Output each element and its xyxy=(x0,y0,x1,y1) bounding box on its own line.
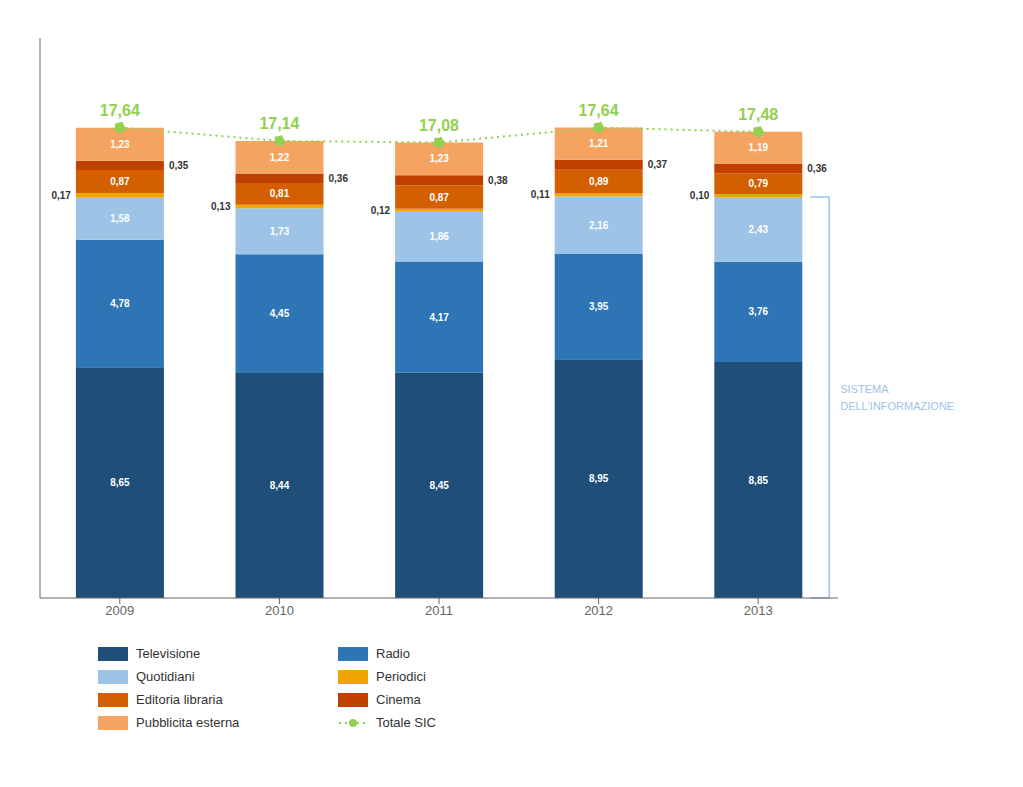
svg-text:8,45: 8,45 xyxy=(429,480,449,491)
svg-text:1,23: 1,23 xyxy=(429,153,449,164)
html-text:Cinema: Cinema xyxy=(376,692,421,707)
svg-text:4,17: 4,17 xyxy=(429,312,449,323)
svg-text:1,21: 1,21 xyxy=(589,138,609,149)
svg-text:1,19: 1,19 xyxy=(749,142,769,153)
svg-text:0,36: 0,36 xyxy=(807,163,827,174)
svg-text:0,17: 0,17 xyxy=(51,190,71,201)
html-text:Radio: Radio xyxy=(376,646,410,661)
svg-text:0,36: 0,36 xyxy=(329,173,349,184)
svg-text:1,73: 1,73 xyxy=(270,226,290,237)
svg-text:0,87: 0,87 xyxy=(429,192,449,203)
svg-text:2013: 2013 xyxy=(744,603,773,618)
html-text:Periodici: Periodici xyxy=(376,669,426,684)
svg-text:8,65: 8,65 xyxy=(110,477,130,488)
html-text:Totale SIC: Totale SIC xyxy=(376,715,436,730)
svg-text:3,95: 3,95 xyxy=(589,301,609,312)
svg-text:17,48: 17,48 xyxy=(738,106,778,123)
svg-text:2012: 2012 xyxy=(584,603,613,618)
svg-text:0,89: 0,89 xyxy=(589,176,609,187)
svg-text:8,44: 8,44 xyxy=(270,480,290,491)
svg-text:0,11: 0,11 xyxy=(531,189,550,200)
svg-text:0,37: 0,37 xyxy=(648,159,668,170)
html-text:Televisione: Televisione xyxy=(136,646,201,661)
svg-text:0,81: 0,81 xyxy=(270,188,290,199)
svg-text:0,10: 0,10 xyxy=(690,190,710,201)
svg-text:8,95: 8,95 xyxy=(589,473,609,484)
svg-text:SISTEMADELL'INFORMAZIONE: SISTEMADELL'INFORMAZIONE xyxy=(840,383,954,412)
svg-text:0,12: 0,12 xyxy=(371,205,391,216)
svg-text:17,64: 17,64 xyxy=(579,102,619,119)
svg-text:1,58: 1,58 xyxy=(110,213,130,224)
svg-text:2010: 2010 xyxy=(265,603,294,618)
svg-text:2,16: 2,16 xyxy=(589,220,609,231)
svg-text:2,43: 2,43 xyxy=(749,224,769,235)
svg-text:2009: 2009 xyxy=(105,603,134,618)
svg-text:0,13: 0,13 xyxy=(211,201,231,212)
svg-text:0,79: 0,79 xyxy=(749,178,769,189)
html-text:Editoria libraria: Editoria libraria xyxy=(136,692,223,707)
svg-text:4,78: 4,78 xyxy=(110,298,130,309)
html-text:Quotidiani: Quotidiani xyxy=(136,669,195,684)
svg-text:0,87: 0,87 xyxy=(110,176,130,187)
svg-text:8,85: 8,85 xyxy=(749,475,769,486)
svg-text:17,14: 17,14 xyxy=(259,115,299,132)
svg-text:17,08: 17,08 xyxy=(419,117,459,134)
svg-text:1,86: 1,86 xyxy=(429,231,449,242)
html-text:Pubblicita esterna: Pubblicita esterna xyxy=(136,715,240,730)
svg-text:17,64: 17,64 xyxy=(100,102,140,119)
svg-text:0,38: 0,38 xyxy=(488,175,508,186)
svg-text:1,23: 1,23 xyxy=(110,139,130,150)
svg-text:2011: 2011 xyxy=(425,603,453,618)
svg-text:4,45: 4,45 xyxy=(270,308,290,319)
svg-text:1,22: 1,22 xyxy=(270,152,290,163)
svg-text:3,76: 3,76 xyxy=(749,306,769,317)
svg-text:0,35: 0,35 xyxy=(169,160,189,171)
